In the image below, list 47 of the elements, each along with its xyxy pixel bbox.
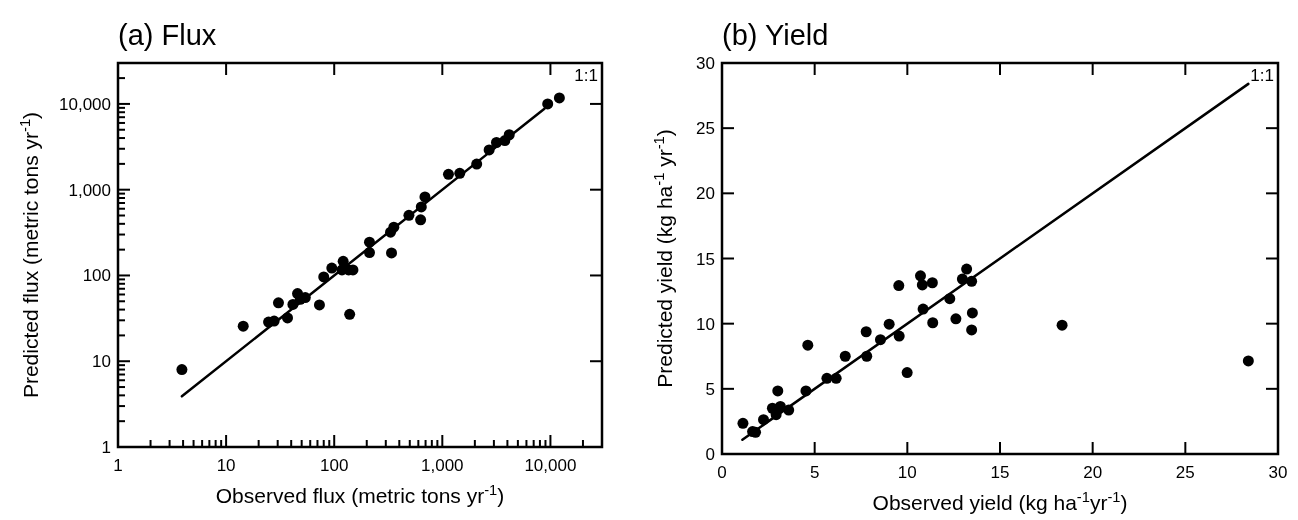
x-axis-title: Observed yield (kg ha$^{-1}$yr$^{-1}$) [872, 489, 1128, 514]
point [961, 263, 973, 275]
x-tick-label: 10,000 [524, 456, 577, 475]
point [772, 385, 784, 397]
annotation: 1:1 [574, 66, 598, 85]
x-tick-label: 15 [990, 463, 1010, 482]
point [914, 270, 926, 282]
x-tick-label: 20 [1083, 463, 1103, 482]
chart-title: (b) Yield [722, 19, 829, 51]
point [883, 318, 895, 330]
annotation: 1:1 [1250, 66, 1274, 85]
point [926, 277, 938, 289]
point [860, 326, 872, 338]
y-tick-label: 10,000 [59, 94, 111, 114]
y-tick-label: 10 [92, 352, 111, 372]
y-tick-label: 25 [696, 119, 715, 139]
chart-title: (a) Flux [118, 19, 217, 51]
x-axis-title: Observed flux (metric tons yr$^{-1}$) [215, 482, 505, 507]
point [950, 313, 962, 325]
point [966, 324, 978, 336]
x-tick-label: 5 [809, 463, 820, 482]
point [1056, 319, 1068, 331]
x-tick-label: 10 [216, 456, 236, 475]
point [893, 280, 905, 292]
y-tick-label: 15 [696, 249, 715, 269]
x-tick-label: 1,000 [421, 456, 464, 475]
y-tick-label: 100 [82, 266, 111, 286]
y-tick-label: 20 [696, 184, 715, 204]
point [737, 417, 749, 429]
point [1242, 355, 1254, 367]
point [927, 317, 939, 329]
point [802, 339, 814, 351]
x-tick-label: 100 [320, 456, 349, 475]
y-tick-label: 5 [705, 379, 715, 399]
x-tick-label: 1 [113, 456, 123, 475]
x-tick-label: 10 [897, 463, 917, 482]
x-tick-label: 30 [1268, 463, 1288, 482]
y-tick-label: 1,000 [68, 180, 111, 200]
y-tick-label: 10 [696, 314, 715, 334]
y-tick-label: 30 [696, 54, 715, 73]
x-tick-label: 25 [1175, 463, 1195, 482]
point [966, 307, 978, 319]
point [916, 279, 928, 291]
x-tick-label: 0 [717, 463, 727, 482]
point [901, 367, 913, 379]
point [839, 350, 851, 362]
y-tick-label: 1 [101, 438, 111, 457]
